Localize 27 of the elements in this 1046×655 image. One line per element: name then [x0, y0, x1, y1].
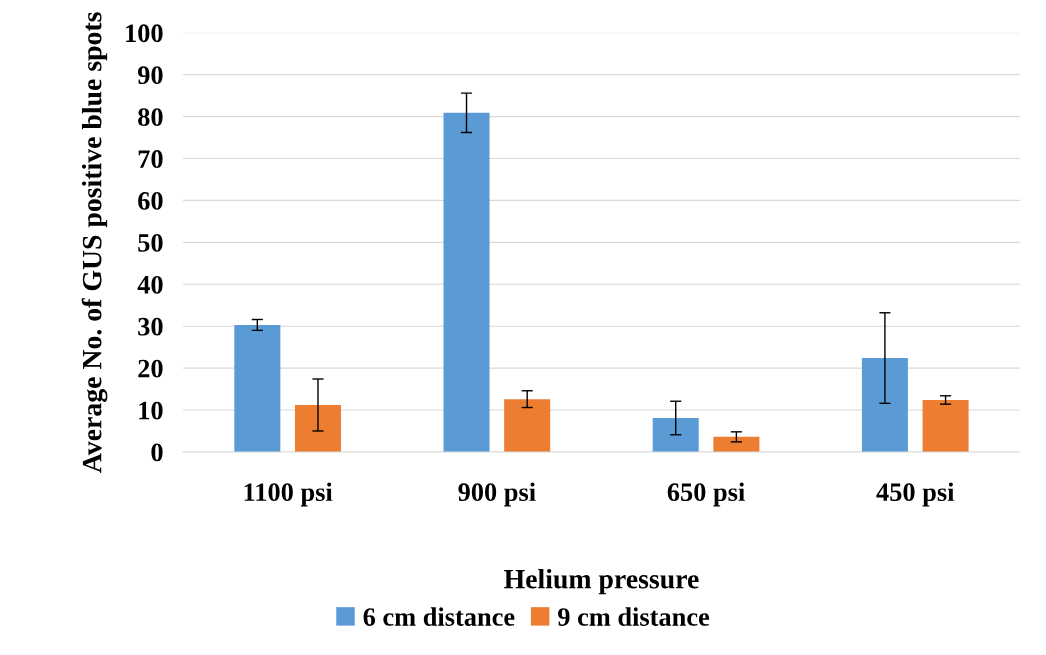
- legend-label: 9 cm distance: [558, 607, 710, 626]
- y-tick-label: 100: [126, 24, 163, 43]
- legend-label: 6 cm distance: [363, 607, 515, 626]
- bar: [443, 112, 490, 452]
- bar: [713, 436, 760, 452]
- y-tick-label: 50: [138, 233, 163, 252]
- y-tick-label: 0: [151, 443, 163, 462]
- bar: [922, 399, 969, 452]
- bar: [861, 358, 908, 452]
- y-tick-label: 10: [139, 401, 163, 420]
- y-axis-title: Average No. of GUS positive blue spots: [81, 12, 108, 473]
- bar: [294, 405, 341, 452]
- x-tick-label: 1100 psi: [244, 482, 333, 507]
- y-tick-label: 70: [138, 150, 163, 168]
- x-tick-label: 900 psi: [458, 482, 536, 507]
- y-tick-label: 90: [137, 66, 163, 85]
- y-tick-label: 40: [137, 275, 163, 294]
- x-tick-label: 450 psi: [876, 482, 955, 507]
- y-tick-label: 20: [138, 359, 163, 378]
- x-axis-title: Helium pressure: [504, 568, 699, 595]
- bar: [504, 399, 551, 452]
- x-tick-label: 650 psi: [667, 482, 745, 507]
- y-tick-label: 30: [138, 317, 163, 336]
- bar: [652, 417, 699, 452]
- bar: [234, 324, 281, 452]
- y-tick-label: 60: [138, 192, 163, 210]
- y-tick-label: 80: [138, 108, 163, 127]
